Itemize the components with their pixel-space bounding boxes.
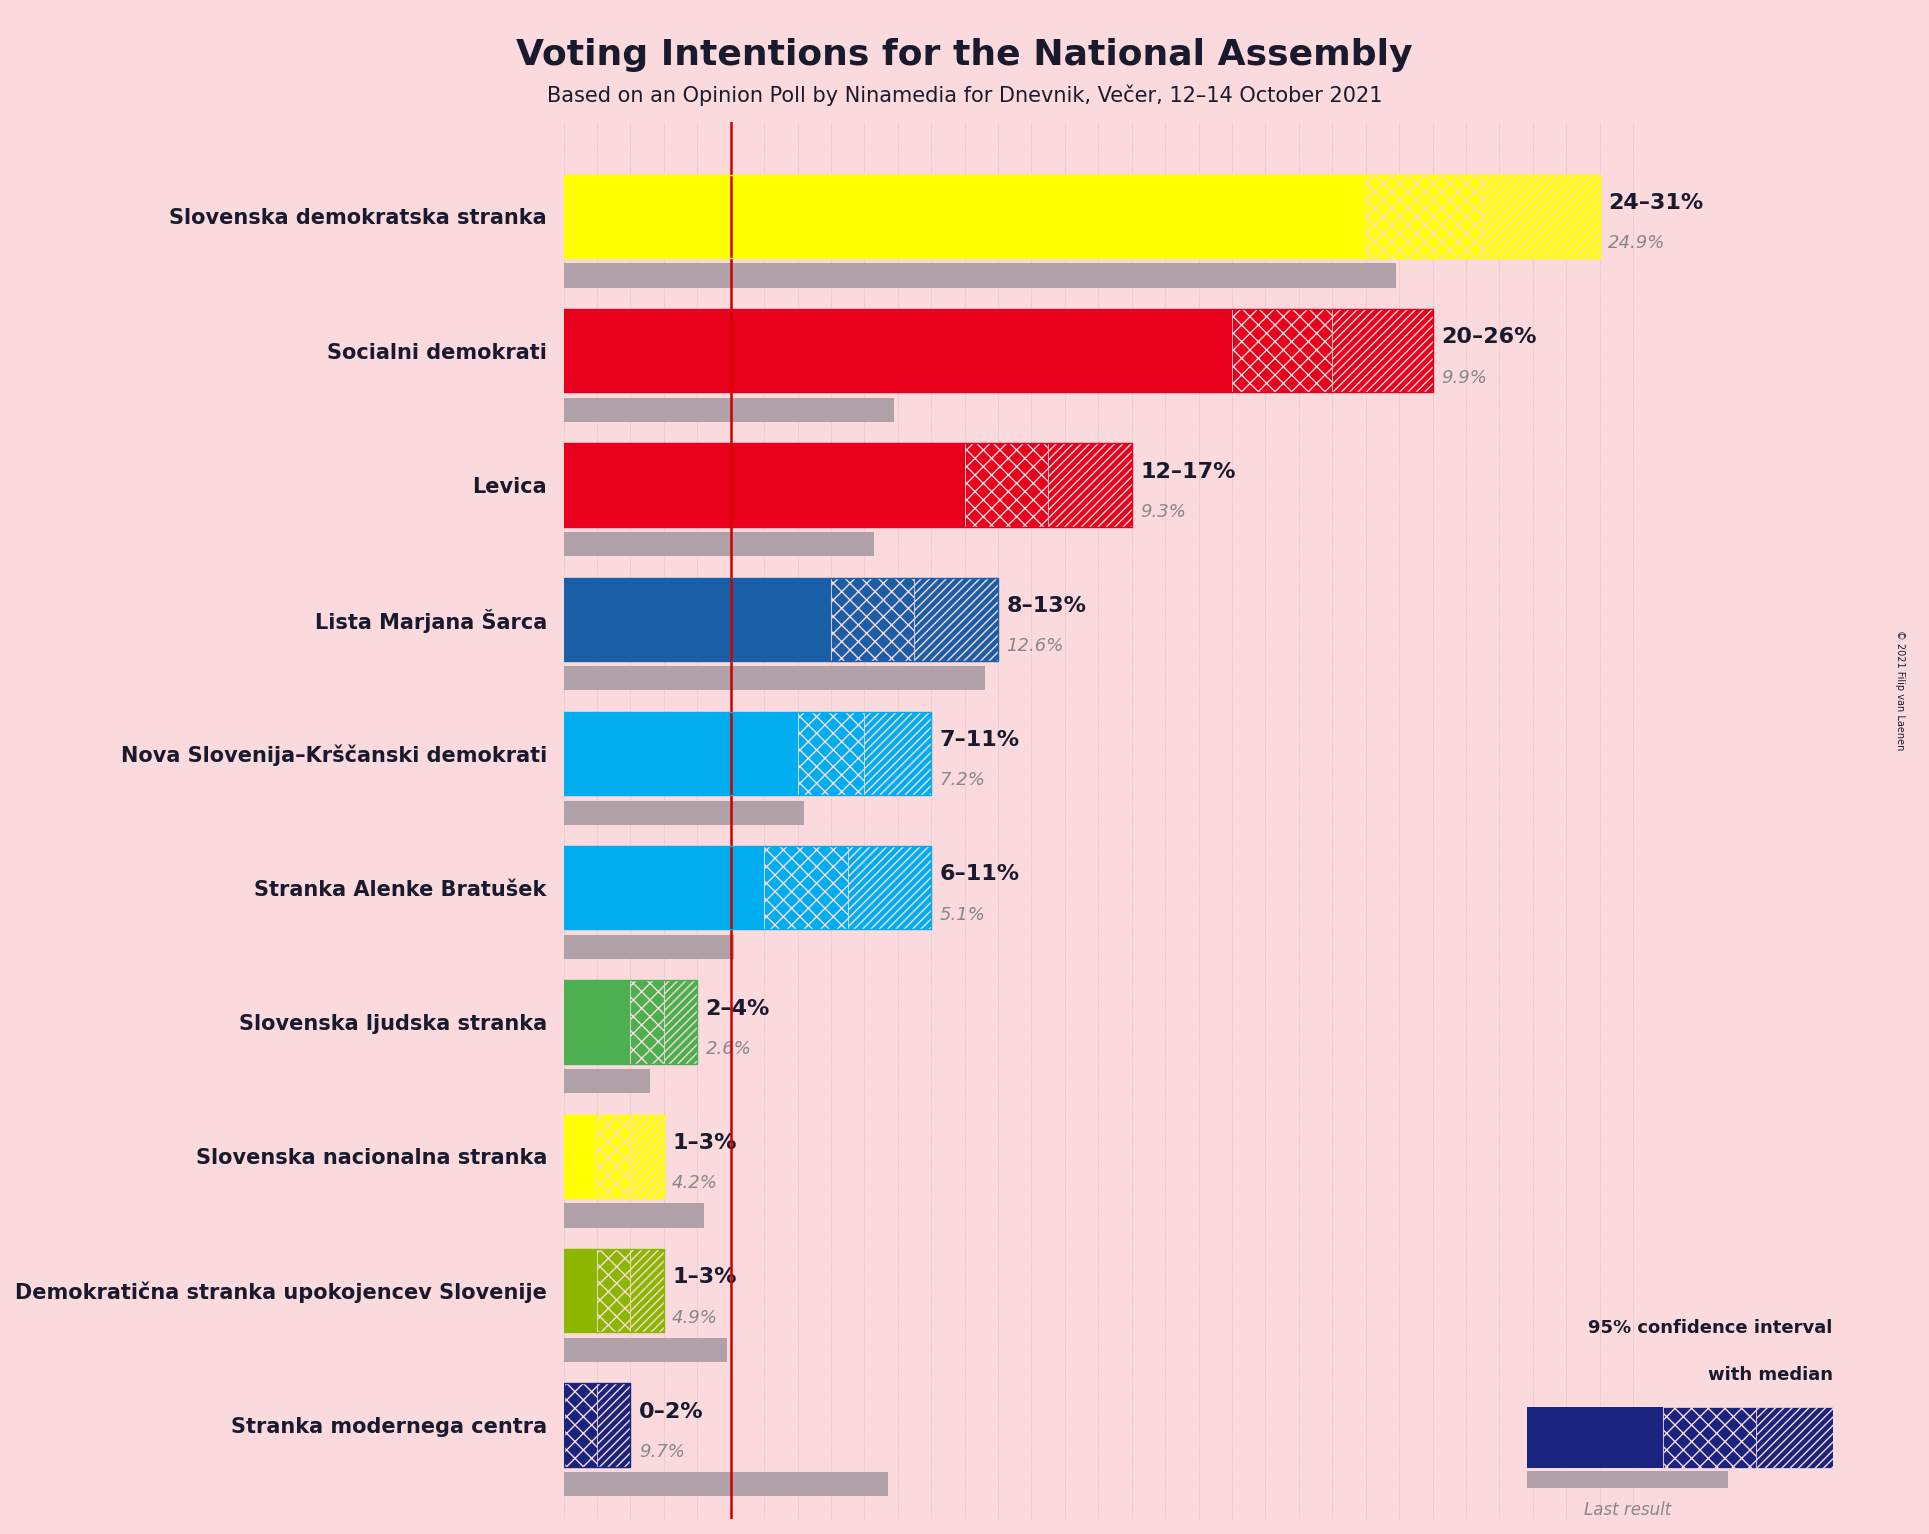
- Text: 1–3%: 1–3%: [671, 1134, 737, 1154]
- Bar: [563, 308, 1433, 393]
- Bar: [563, 443, 1132, 526]
- Text: 7–11%: 7–11%: [939, 730, 1020, 750]
- Bar: [631, 980, 664, 1063]
- Bar: [563, 712, 797, 795]
- Text: Based on an Opinion Poll by Ninamedia for Dnevnik, Večer, 12–14 October 2021: Based on an Opinion Poll by Ninamedia fo…: [546, 84, 1383, 106]
- Bar: [1755, 1407, 1833, 1468]
- Bar: [563, 980, 631, 1063]
- Text: 4.9%: 4.9%: [671, 1309, 718, 1327]
- Bar: [563, 1338, 727, 1362]
- Bar: [563, 264, 1397, 287]
- Bar: [1333, 308, 1433, 393]
- Bar: [563, 1115, 664, 1198]
- Text: © 2021 Filip van Laenen: © 2021 Filip van Laenen: [1894, 630, 1906, 750]
- Bar: [563, 1384, 596, 1467]
- Bar: [1047, 443, 1132, 526]
- Text: 20–26%: 20–26%: [1441, 327, 1535, 347]
- Bar: [1233, 308, 1333, 393]
- Bar: [914, 578, 997, 661]
- Text: 5.1%: 5.1%: [939, 905, 986, 923]
- Text: 24.9%: 24.9%: [1609, 235, 1665, 252]
- Text: 9.7%: 9.7%: [638, 1443, 685, 1460]
- Bar: [1528, 1407, 1663, 1468]
- Bar: [864, 712, 932, 795]
- Text: 2.6%: 2.6%: [706, 1040, 752, 1058]
- Bar: [563, 712, 932, 795]
- Bar: [664, 980, 696, 1063]
- Bar: [797, 712, 864, 795]
- Bar: [847, 847, 932, 930]
- Bar: [563, 1115, 596, 1198]
- Text: 6–11%: 6–11%: [939, 864, 1020, 885]
- Text: 2–4%: 2–4%: [706, 999, 770, 1019]
- Text: 8–13%: 8–13%: [1007, 595, 1086, 615]
- Bar: [563, 397, 895, 422]
- Bar: [563, 980, 696, 1063]
- Bar: [563, 443, 964, 526]
- Bar: [764, 847, 847, 930]
- Bar: [563, 1249, 664, 1333]
- Text: 1–3%: 1–3%: [671, 1267, 737, 1287]
- Bar: [1483, 175, 1599, 258]
- Text: 95% confidence interval: 95% confidence interval: [1588, 1319, 1833, 1338]
- Bar: [563, 847, 764, 930]
- Bar: [563, 1249, 596, 1333]
- Bar: [1366, 175, 1483, 258]
- Bar: [596, 1384, 631, 1467]
- Bar: [631, 1249, 664, 1333]
- Bar: [563, 308, 1233, 393]
- Bar: [596, 1249, 631, 1333]
- Bar: [831, 578, 914, 661]
- Bar: [631, 1115, 664, 1198]
- Bar: [563, 532, 874, 557]
- Text: 12.6%: 12.6%: [1007, 637, 1063, 655]
- Bar: [563, 1069, 650, 1094]
- Text: 9.3%: 9.3%: [1140, 503, 1186, 522]
- Text: Voting Intentions for the National Assembly: Voting Intentions for the National Assem…: [517, 38, 1412, 72]
- Bar: [563, 1473, 887, 1496]
- Text: Last result: Last result: [1584, 1502, 1671, 1520]
- Bar: [563, 666, 984, 690]
- Bar: [563, 175, 1366, 258]
- Text: 12–17%: 12–17%: [1140, 462, 1236, 482]
- Bar: [563, 175, 1599, 258]
- Text: 24–31%: 24–31%: [1609, 193, 1703, 213]
- Text: 9.9%: 9.9%: [1441, 368, 1487, 387]
- Bar: [563, 1203, 704, 1227]
- Bar: [563, 1384, 631, 1467]
- Bar: [964, 443, 1047, 526]
- Bar: [563, 847, 932, 930]
- Bar: [563, 801, 804, 825]
- Bar: [596, 1115, 631, 1198]
- Bar: [1528, 1471, 1728, 1491]
- Text: with median: with median: [1707, 1367, 1833, 1385]
- Bar: [1663, 1407, 1755, 1468]
- Bar: [563, 578, 997, 661]
- Text: 0–2%: 0–2%: [638, 1402, 704, 1422]
- Bar: [563, 578, 831, 661]
- Text: 7.2%: 7.2%: [939, 772, 986, 790]
- Bar: [563, 934, 735, 959]
- Text: 4.2%: 4.2%: [671, 1174, 718, 1192]
